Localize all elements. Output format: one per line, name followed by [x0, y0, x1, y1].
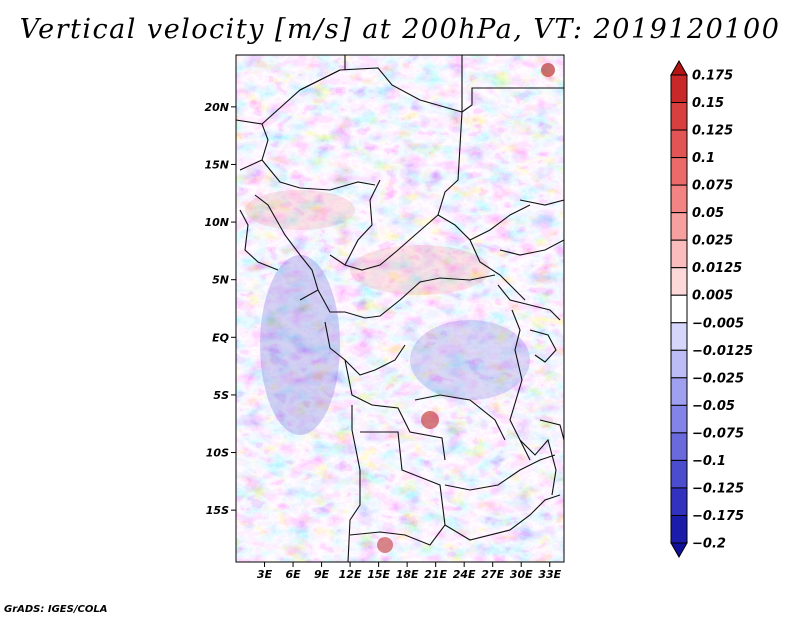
- lon-tick-label: 24E: [453, 568, 476, 581]
- colorbar-segment: [670, 294, 688, 324]
- colorbar-level-label: −0.175: [692, 509, 744, 524]
- colorbar-segment: [670, 514, 688, 544]
- lon-tick-label: 9E: [314, 568, 330, 581]
- colorbar-segment: [670, 212, 688, 241]
- lat-tick-label: 10S: [206, 447, 229, 460]
- lon-tick-label: 15E: [367, 568, 390, 581]
- colorbar-segment: [670, 267, 688, 296]
- colorbar-level-label: 0.025: [692, 234, 733, 249]
- colorbar-level-label: 0.05: [692, 206, 724, 221]
- colorbar-segment: [670, 432, 688, 461]
- lat-tick-label: EQ: [212, 331, 229, 344]
- colorbar-segment: [670, 459, 688, 489]
- lat-tick-label: 15S: [206, 504, 229, 517]
- colorbar-level-label: −0.005: [692, 316, 744, 331]
- country-borders: [236, 55, 564, 562]
- colorbar-level-label: −0.2: [692, 537, 726, 552]
- colorbar-top-arrow: [670, 59, 688, 76]
- lon-tick-label: 27E: [481, 568, 504, 581]
- lon-tick-label: 21E: [424, 568, 447, 581]
- vertical-velocity-field: [236, 55, 564, 562]
- lon-tick-label: 30E: [510, 568, 533, 581]
- colorbar-segment: [670, 184, 688, 214]
- lat-tick-label: 15N: [204, 158, 229, 171]
- lat-tick-label: 20N: [204, 101, 229, 114]
- colorbar-segment: [670, 129, 688, 159]
- colorbar-segment: [670, 377, 688, 406]
- lon-tick-label: 18E: [396, 568, 419, 581]
- lon-tick-label: 3E: [257, 568, 273, 581]
- lat-tick-label: 5N: [212, 274, 229, 287]
- colorbar-level-label: −0.0125: [692, 344, 753, 359]
- colorbar-segment: [670, 322, 688, 351]
- colorbar-level-label: −0.075: [692, 426, 744, 441]
- colorbar-level-label: −0.1: [692, 454, 726, 469]
- colorbar-level-label: 0.1: [692, 151, 715, 166]
- colorbar-level-label: 0.075: [692, 179, 733, 194]
- colorbar-level-label: −0.025: [692, 371, 744, 386]
- colorbar-segment: [670, 74, 688, 104]
- colorbar-level-label: 0.175: [692, 69, 733, 84]
- footer-credit: GrADS: IGES/COLA: [4, 604, 108, 615]
- colorbar-segment: [670, 157, 688, 186]
- colorbar-segment: [670, 102, 688, 131]
- colorbar-level-label: 0.125: [692, 124, 733, 139]
- chart-title: Vertical velocity [m/s] at 200hPa, VT: 2…: [19, 14, 781, 45]
- colorbar-level-label: −0.125: [692, 481, 744, 496]
- colorbar-level-label: 0.15: [692, 96, 724, 111]
- colorbar-level-label: −0.05: [692, 399, 735, 414]
- lat-tick-label: 5S: [213, 389, 229, 402]
- lon-tick-label: 12E: [339, 568, 362, 581]
- colorbar-segment: [670, 487, 688, 516]
- colorbar-segment: [670, 239, 688, 269]
- colorbar-level-label: 0.0125: [692, 261, 742, 276]
- colorbar-level-label: 0.005: [692, 289, 733, 304]
- colorbar-segment: [670, 404, 688, 434]
- map-frame: [235, 54, 565, 563]
- colorbar: 0.175 0.15 0.125 0.1 0.075 0.05 0.025 0.0125 0.0…: [670, 59, 753, 559]
- colorbar-bottom-arrow: [670, 542, 688, 559]
- lon-tick-label: 6E: [285, 568, 301, 581]
- lat-tick-label: 10N: [204, 216, 229, 229]
- lon-tick-label: 33E: [538, 568, 561, 581]
- map-axes: 20N 15N 10N 5N EQ 5S 10S 15S 3E 6E 9E 12E 15E 18E 21E 2…: [204, 101, 561, 581]
- colorbar-segment: [670, 349, 688, 379]
